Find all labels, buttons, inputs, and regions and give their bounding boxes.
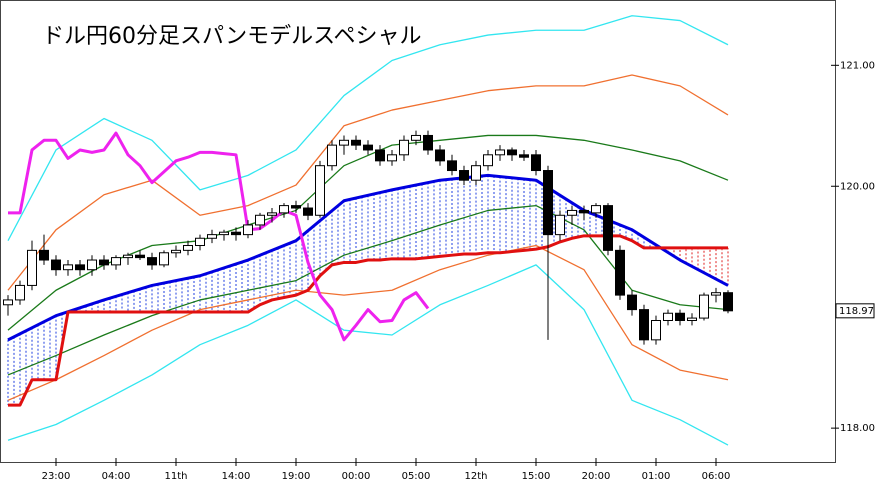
candle-body: [27, 249, 37, 286]
candle-body: [447, 160, 457, 172]
candle-body: [375, 149, 385, 162]
indicator-line: [7, 204, 729, 376]
candle-body: [255, 214, 265, 226]
indicator-line: [7, 74, 729, 291]
candle-body: [627, 294, 637, 311]
candle-body: [219, 231, 229, 236]
candle-body: [327, 144, 337, 167]
last-price-box: [835, 303, 875, 319]
x-tick-label: 14:00: [222, 471, 251, 482]
candle-body: [651, 319, 661, 341]
candle-body: [639, 309, 649, 341]
candle-body: [291, 205, 301, 209]
candle-body: [495, 149, 505, 156]
candle-body: [615, 249, 625, 296]
candle-body: [363, 144, 373, 151]
candle-body: [663, 312, 673, 321]
candle-body: [99, 259, 109, 266]
candle-body: [15, 284, 25, 301]
x-tick-label: 06:00: [702, 471, 731, 482]
candle-body: [555, 214, 565, 236]
candle-body: [423, 134, 433, 151]
candle-body: [123, 254, 133, 259]
candle-body: [75, 264, 85, 271]
candle-body: [351, 139, 361, 146]
last-price-label: 118.97: [839, 306, 874, 317]
candle-body: [231, 231, 241, 236]
candle-body: [567, 209, 577, 216]
x-tick-label: 05:00: [402, 471, 431, 482]
candle-body: [387, 154, 397, 162]
indicator-line: [7, 15, 729, 241]
candle-body: [507, 149, 517, 156]
candle-body: [3, 299, 13, 306]
candle-body: [591, 205, 601, 214]
candle-body: [111, 257, 121, 266]
candle-body: [87, 259, 97, 271]
x-tick-label: 23:00: [42, 471, 71, 482]
candle-body: [483, 154, 493, 167]
x-tick-label: 11th: [165, 471, 188, 482]
x-tick-label: 19:00: [282, 471, 311, 482]
candle-body: [519, 154, 529, 158]
x-tick-label: 00:00: [342, 471, 371, 482]
candle-body: [603, 205, 613, 251]
candle-body: [195, 237, 205, 247]
candle-body: [411, 134, 421, 141]
candle-body: [267, 212, 277, 216]
y-tick-label: 120.00: [840, 181, 875, 192]
x-tick-label: 01:00: [642, 471, 671, 482]
candle-body: [435, 149, 445, 162]
candle-body: [183, 245, 193, 251]
candle-body: [543, 170, 553, 236]
candle-body: [711, 292, 721, 296]
candle-body: [147, 257, 157, 266]
candle-body: [159, 252, 169, 266]
candle-body: [399, 139, 409, 156]
candle-body: [243, 224, 253, 236]
candle-body: [51, 259, 61, 271]
candle-body: [315, 165, 325, 216]
x-tick-label: 04:00: [102, 471, 131, 482]
candle-body: [531, 154, 541, 172]
x-tick-label: 12th: [465, 471, 488, 482]
candle-body: [303, 207, 313, 216]
chart-title: ドル円60分足スパンモデルスペシャル: [42, 24, 422, 49]
candle-body: [579, 209, 589, 214]
x-tick-label: 15:00: [522, 471, 551, 482]
candle-body: [723, 292, 733, 312]
candle-body: [459, 170, 469, 181]
candle-body: [207, 234, 217, 239]
x-tick-label: 20:00: [582, 471, 611, 482]
candle-body: [279, 205, 289, 214]
candle-body: [63, 264, 73, 271]
candle-body: [39, 249, 49, 261]
indicator-line: [7, 244, 729, 401]
candle-body: [135, 254, 145, 259]
candle-body: [675, 312, 685, 321]
candle-body: [687, 317, 697, 321]
y-tick-label: 118.00: [840, 423, 875, 434]
candle-body: [699, 294, 709, 319]
indicator-line: [8, 131, 430, 342]
plot-frame: [0, 0, 836, 463]
candle-body: [339, 139, 349, 146]
indicator-line: [7, 264, 729, 446]
candle-body: [171, 249, 181, 254]
candle-body: [471, 165, 481, 181]
y-tick-label: 121.00: [840, 60, 875, 71]
